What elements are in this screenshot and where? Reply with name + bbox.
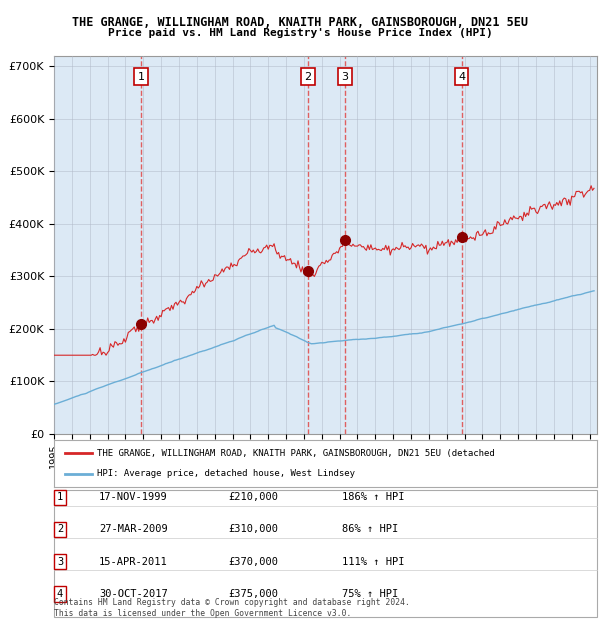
Text: £370,000: £370,000 — [228, 557, 278, 567]
Text: £210,000: £210,000 — [228, 492, 278, 502]
Text: 111% ↑ HPI: 111% ↑ HPI — [342, 557, 404, 567]
Text: £375,000: £375,000 — [228, 589, 278, 599]
Text: THE GRANGE, WILLINGHAM ROAD, KNAITH PARK, GAINSBOROUGH, DN21 5EU (detached: THE GRANGE, WILLINGHAM ROAD, KNAITH PARK… — [97, 449, 495, 458]
Text: 30-OCT-2017: 30-OCT-2017 — [99, 589, 168, 599]
Text: 75% ↑ HPI: 75% ↑ HPI — [342, 589, 398, 599]
Text: Contains HM Land Registry data © Crown copyright and database right 2024.: Contains HM Land Registry data © Crown c… — [54, 598, 410, 608]
Text: 1: 1 — [137, 72, 145, 82]
Text: 4: 4 — [458, 72, 465, 82]
Text: £310,000: £310,000 — [228, 525, 278, 534]
Text: Price paid vs. HM Land Registry's House Price Index (HPI): Price paid vs. HM Land Registry's House … — [107, 28, 493, 38]
Text: 3: 3 — [57, 557, 63, 567]
Text: 17-NOV-1999: 17-NOV-1999 — [99, 492, 168, 502]
Text: 86% ↑ HPI: 86% ↑ HPI — [342, 525, 398, 534]
Text: This data is licensed under the Open Government Licence v3.0.: This data is licensed under the Open Gov… — [54, 609, 352, 618]
Text: 27-MAR-2009: 27-MAR-2009 — [99, 525, 168, 534]
Text: THE GRANGE, WILLINGHAM ROAD, KNAITH PARK, GAINSBOROUGH, DN21 5EU: THE GRANGE, WILLINGHAM ROAD, KNAITH PARK… — [72, 16, 528, 29]
Text: 3: 3 — [341, 72, 348, 82]
Text: 2: 2 — [57, 525, 63, 534]
Text: 1: 1 — [57, 492, 63, 502]
Text: HPI: Average price, detached house, West Lindsey: HPI: Average price, detached house, West… — [97, 469, 355, 478]
Text: 2: 2 — [305, 72, 311, 82]
Text: 186% ↑ HPI: 186% ↑ HPI — [342, 492, 404, 502]
Text: 15-APR-2011: 15-APR-2011 — [99, 557, 168, 567]
Text: 4: 4 — [57, 589, 63, 599]
